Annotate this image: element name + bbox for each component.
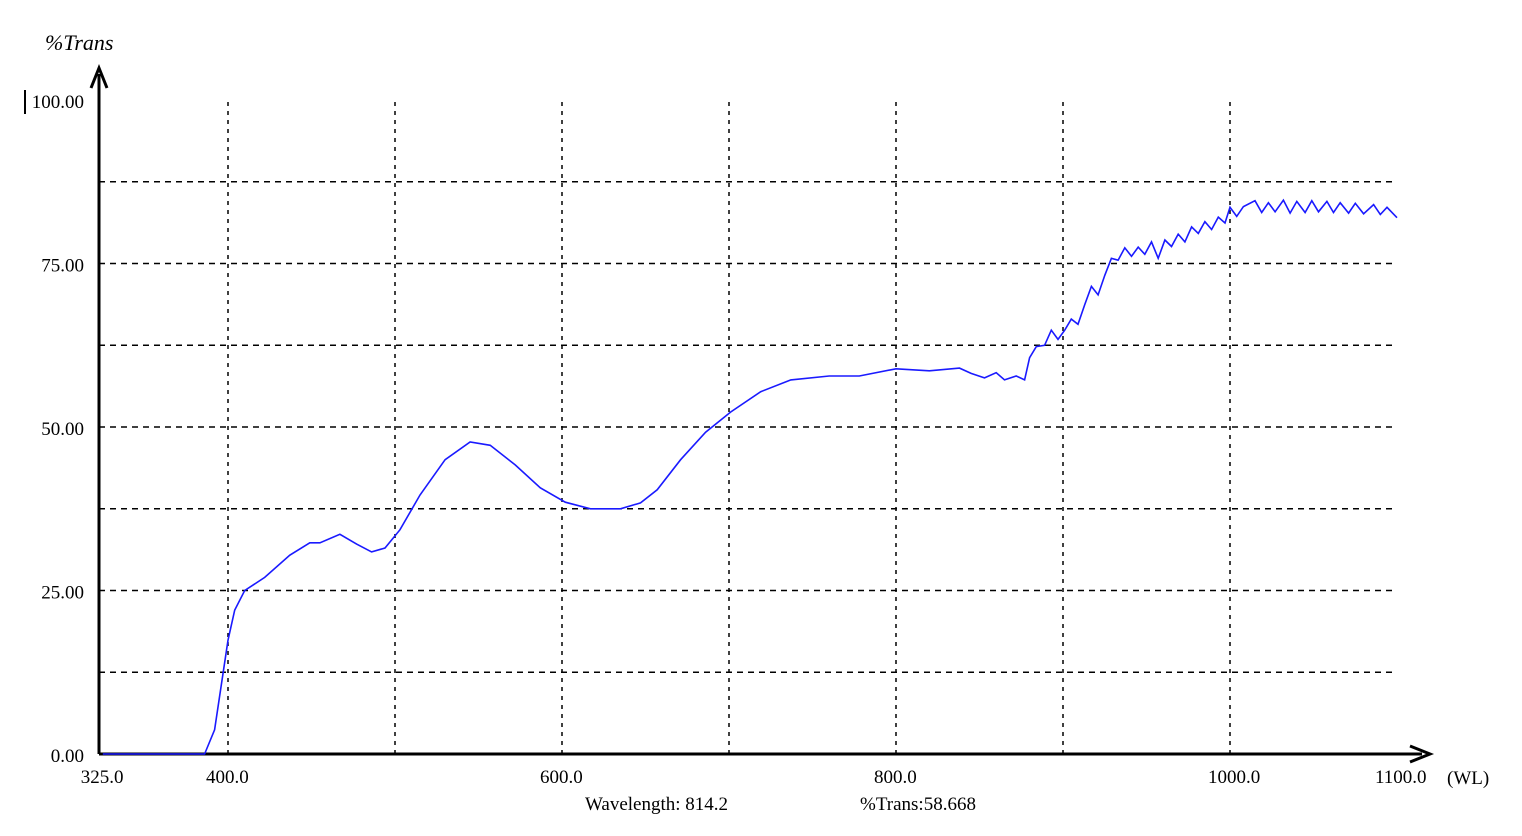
y-axis-label: %Trans (45, 30, 113, 55)
y-axis-arrow (89, 63, 109, 89)
x-tick-label: 800.0 (874, 767, 917, 788)
grid (99, 100, 1397, 754)
y-tick-label: 25.00 (41, 583, 84, 604)
x-tick-label: 325.0 (81, 767, 124, 788)
x-tick-label: 1100.0 (1375, 767, 1427, 788)
y-tick-label: 75.00 (41, 256, 84, 277)
x-tick-label: 1000.0 (1208, 767, 1260, 788)
y-tick-label: 50.00 (41, 419, 84, 440)
y-tick-label: 100.00 (32, 92, 84, 113)
wavelength-readout: Wavelength: 814.2 (585, 794, 728, 815)
tick-labels: 325.0 400.0 600.0 800.0 1000.0 1100.0 0.00 25.0… (32, 92, 1427, 788)
x-axis-unit: (WL) (1447, 768, 1489, 789)
trans-readout: %Trans:58.668 (860, 794, 976, 815)
x-tick-label: 400.0 (206, 767, 249, 788)
series-line (102, 198, 1398, 755)
x-axis-arrow (1409, 744, 1435, 764)
y-tick-label: 0.00 (51, 746, 84, 767)
x-tick-label: 600.0 (540, 767, 583, 788)
